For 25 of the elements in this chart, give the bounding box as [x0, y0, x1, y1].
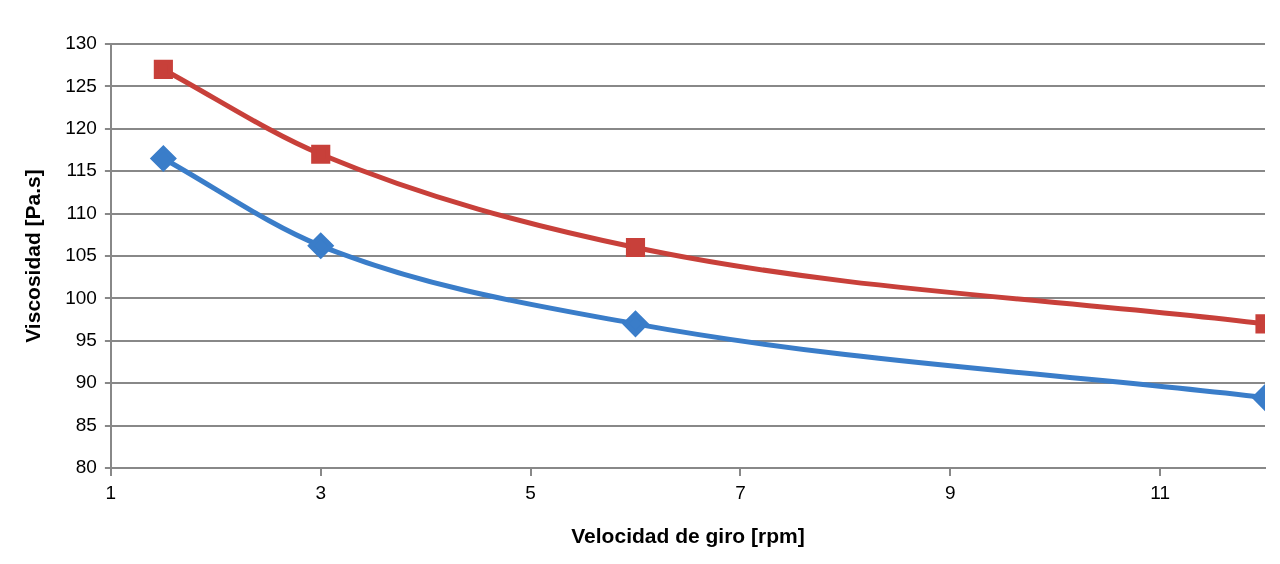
x-tick-label: 9	[944, 481, 956, 503]
x-tick-label: 5	[525, 481, 536, 503]
point	[311, 144, 331, 164]
y-tick-label: 100	[65, 286, 97, 308]
y-tick-label: 110	[66, 201, 97, 223]
point	[622, 311, 648, 337]
x-tick-label: 11	[1150, 481, 1170, 503]
point	[625, 237, 646, 258]
y-tick-label: 80	[75, 456, 97, 478]
y-tick-label: 130	[65, 32, 97, 54]
x-tick-label: 7	[735, 481, 746, 503]
y-tick-label: 115	[66, 159, 97, 181]
y-tick-label: 120	[65, 117, 97, 139]
y-tick-label: 125	[65, 74, 97, 96]
y-tick-label: 95	[75, 329, 97, 351]
y-tick-label: 90	[75, 371, 97, 393]
x-tick-label: 3	[315, 481, 327, 503]
x-axis-title: Velocidad de giro [rpm]	[571, 524, 805, 548]
y-tick-label: 105	[65, 244, 97, 266]
x-tick-label: 1	[105, 481, 117, 503]
y-tick-label: 85	[75, 413, 97, 435]
y-axis-title: Viscosidad [Pa.s]	[21, 169, 45, 343]
point	[150, 145, 176, 171]
point	[308, 233, 334, 259]
point	[153, 59, 173, 80]
